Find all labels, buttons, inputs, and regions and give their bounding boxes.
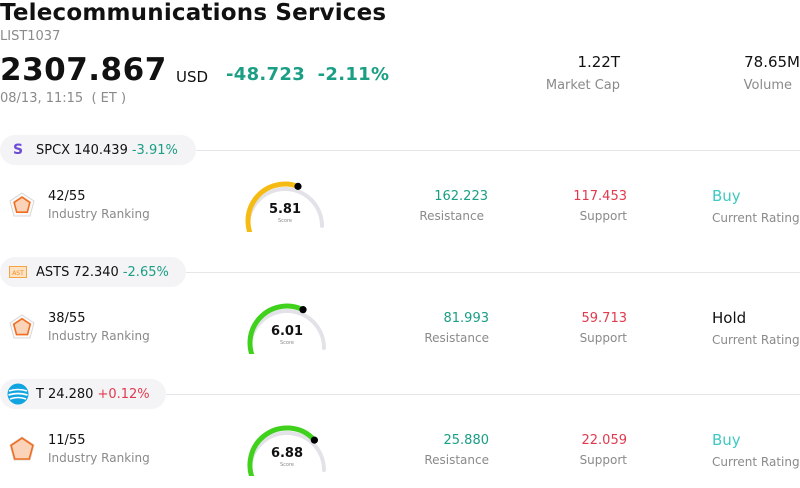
support-value: 117.453 xyxy=(573,189,627,204)
stock-price: 140.439 xyxy=(74,142,128,158)
current-rating-value: Buy xyxy=(712,187,741,205)
gauge-fill xyxy=(247,425,317,476)
stock-ticker: T xyxy=(36,386,44,402)
volume-value: 78.65M xyxy=(744,53,800,71)
stock-price: 24.280 xyxy=(47,386,94,402)
stock-pill-spcx[interactable]: S SPCX 140.439 -3.91% xyxy=(0,135,196,165)
current-rating-label: Current Rating xyxy=(712,455,800,469)
stock-ticker: ASTS xyxy=(36,264,70,280)
current-rating-value: Buy xyxy=(712,431,741,449)
score-gauge: 5.81 Score xyxy=(245,181,324,232)
current-rating-value: Hold xyxy=(712,309,747,327)
page-title: Telecommunications Services xyxy=(0,0,387,26)
support-label: Support xyxy=(579,331,627,345)
industry-ranking-label: Industry Ranking xyxy=(48,329,150,343)
current-rating-label: Current Rating xyxy=(712,211,800,225)
radar-chart-icon xyxy=(9,436,35,461)
score-gauge: 6.01 Score xyxy=(247,303,326,354)
stock-price: 72.340 xyxy=(73,264,119,280)
stock-change: +0.12% xyxy=(97,386,150,402)
score-label: Score xyxy=(280,462,294,468)
price-change: -48.723 -2.11% xyxy=(226,64,389,85)
price-change-value: -48.723 xyxy=(226,64,306,85)
support-value: 22.059 xyxy=(581,433,628,448)
spcx-logo-icon: S xyxy=(12,142,24,158)
stock-ticker: SPCX xyxy=(36,142,71,158)
list-code: LIST1037 xyxy=(0,29,61,44)
stock-change: -2.65% xyxy=(122,264,169,280)
industry-ranking-value: 11/55 xyxy=(48,433,86,448)
svg-text:AST: AST xyxy=(12,270,24,277)
stock-pill-t[interactable]: T 24.280 +0.12% xyxy=(0,379,166,409)
price-change-percent: -2.11% xyxy=(317,64,390,85)
stock-logo: AST xyxy=(6,260,30,284)
section-divider xyxy=(196,150,800,151)
industry-ranking-label: Industry Ranking xyxy=(48,207,150,221)
industry-ranking-label: Industry Ranking xyxy=(48,451,150,465)
volume-label: Volume xyxy=(743,78,792,93)
stock-logo xyxy=(6,382,30,406)
resistance-value: 162.223 xyxy=(434,189,488,204)
resistance-label: Resistance xyxy=(419,209,484,223)
industry-ranking-value: 38/55 xyxy=(48,311,86,326)
score-label: Score xyxy=(280,340,294,346)
asts-logo-icon: AST xyxy=(9,266,27,278)
stock-change: -3.91% xyxy=(131,142,178,158)
gauge-fill xyxy=(247,303,306,354)
stock-logo: S xyxy=(6,138,30,162)
score-value: 6.01 xyxy=(271,324,303,339)
index-price: 2307.867 xyxy=(0,52,167,88)
market-cap-value: 1.22T xyxy=(577,53,620,71)
score-label: Score xyxy=(278,218,292,224)
score-value: 5.81 xyxy=(269,202,301,217)
current-rating-label: Current Rating xyxy=(712,333,800,347)
resistance-value: 25.880 xyxy=(443,433,490,448)
support-label: Support xyxy=(579,453,627,467)
support-label: Support xyxy=(579,209,627,223)
market-cap-label: Market Cap xyxy=(545,78,620,93)
gauge-marker xyxy=(299,306,307,314)
radar-chart-icon xyxy=(9,314,35,339)
gauge-fill xyxy=(245,181,301,232)
stock-pill-asts[interactable]: AST ASTS 72.340 -2.65% xyxy=(0,257,186,287)
section-divider xyxy=(166,394,800,395)
support-value: 59.713 xyxy=(581,311,628,326)
resistance-label: Resistance xyxy=(424,453,489,467)
radar-chart-icon xyxy=(9,192,35,217)
currency-label: USD xyxy=(176,68,209,86)
timestamp: 08/13, 11:15 ( ET ) xyxy=(0,91,127,106)
att-globe-icon xyxy=(7,383,29,405)
gauge-marker xyxy=(294,182,302,190)
score-value: 6.88 xyxy=(271,446,303,461)
resistance-label: Resistance xyxy=(424,331,489,345)
industry-ranking-value: 42/55 xyxy=(48,189,86,204)
resistance-value: 81.993 xyxy=(443,311,490,326)
gauge-marker xyxy=(310,436,318,444)
score-gauge: 6.88 Score xyxy=(247,425,326,476)
section-divider xyxy=(186,272,800,273)
